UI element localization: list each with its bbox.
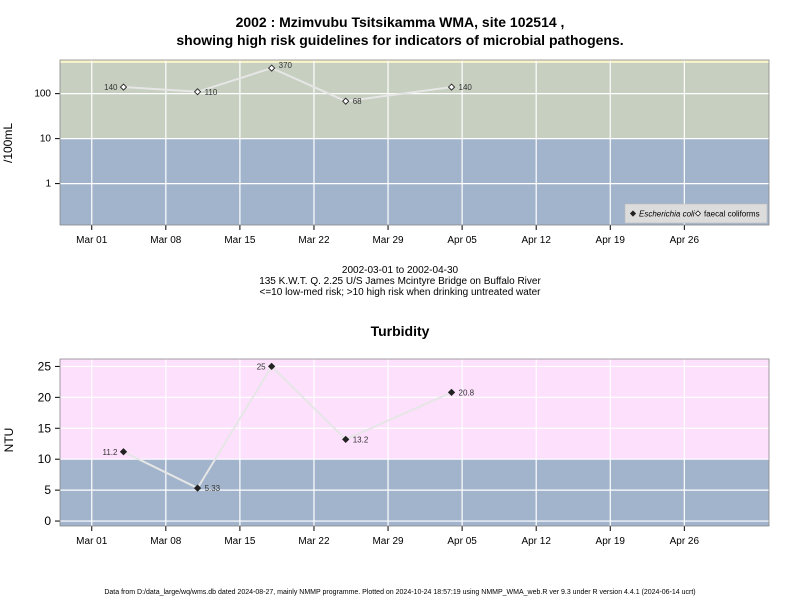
- microbial-band-1: [60, 63, 769, 139]
- chart-title-line2: showing high risk guidelines for indicat…: [176, 32, 624, 48]
- turbidity-xtick-label-2: Mar 15: [224, 536, 256, 547]
- microbial-xtick-label-3: Mar 22: [298, 235, 330, 246]
- microbial-xtick-label-7: Apr 19: [596, 235, 626, 246]
- microbial-xtick-label-5: Apr 05: [447, 235, 477, 246]
- turbidity-data-label-1: 5.33: [205, 484, 221, 493]
- microbial-xtick-label-4: Mar 29: [372, 235, 404, 246]
- footer-note: Data from D:/data_large/wq/wms.db dated …: [104, 589, 696, 596]
- microbial-point-2: [268, 64, 276, 72]
- turbidity-point-4: [447, 388, 456, 397]
- microbial-xtick-label-8: Apr 26: [670, 235, 700, 246]
- microbial-point-0: [119, 83, 128, 91]
- turbidity-ytick-label-3: 15: [38, 421, 52, 435]
- y-axis-label-turbidity: NTU: [2, 427, 16, 453]
- caption-risk: <=10 low-med risk; >10 high risk when dr…: [259, 287, 541, 298]
- turbidity-xtick-label-1: Mar 08: [150, 536, 182, 547]
- caption-site: 135 K.W.T. Q. 2.25 U/S James Mcintyre Br…: [259, 276, 541, 287]
- turbidity-ytick-label-1: 5: [44, 483, 51, 497]
- turbidity-point-1: [193, 484, 202, 492]
- turbidity-xtick-label-3: Mar 22: [298, 536, 330, 547]
- turbidity-band-0: [60, 459, 769, 526]
- microbial-ytick-label-0: 1: [45, 179, 51, 190]
- microbial-ytick-label-2: 100: [34, 89, 51, 100]
- turbidity-ytick-label-4: 20: [38, 390, 52, 404]
- turbidity-data-label-2: 25: [257, 362, 266, 371]
- microbial-point-1: [193, 88, 202, 96]
- microbial-legend-marker-1: [694, 210, 702, 217]
- chart-title-line1: 2002 : Mzimvubu Tsitsikamma WMA, site 10…: [235, 14, 565, 30]
- turbidity-plot-frame: [59, 358, 770, 527]
- turbidity-ytick-label-5: 25: [38, 359, 52, 373]
- microbial-data-label-2: 370: [279, 61, 293, 70]
- turbidity-xtick-label-0: Mar 01: [76, 536, 108, 547]
- turbidity-point-3: [342, 435, 350, 444]
- microbial-data-label-0: 140: [104, 83, 118, 92]
- turbidity-xtick-label-6: Apr 12: [521, 536, 551, 547]
- microbial-ytick-label-1: 10: [40, 134, 52, 145]
- caption-date-range: 2002-03-01 to 2002-04-30: [341, 265, 459, 276]
- microbial-data-label-1: 110: [205, 88, 218, 97]
- microbial-xtick-label-0: Mar 01: [76, 235, 108, 246]
- microbial-plot-frame: [59, 59, 770, 226]
- turbidity-point-0: [119, 448, 128, 456]
- microbial-point-3: [342, 97, 350, 105]
- microbial-xtick-label-2: Mar 15: [224, 235, 256, 246]
- microbial-legend-label-1: faecal coliforms: [704, 210, 760, 219]
- microbial-xtick-label-1: Mar 08: [150, 235, 182, 246]
- microbial-band-2: [60, 60, 769, 64]
- microbial-legend-label-0: Escherichia coli: [639, 210, 695, 219]
- turbidity-xtick-label-8: Apr 26: [670, 536, 700, 547]
- turbidity-xtick-label-4: Mar 29: [372, 536, 404, 547]
- microbial-data-label-4: 140: [459, 83, 473, 92]
- turbidity-ytick-label-2: 10: [38, 452, 52, 466]
- turbidity-data-label-4: 20.8: [459, 388, 475, 397]
- microbial-xtick-label-6: Apr 12: [521, 235, 551, 246]
- turbidity-xtick-label-5: Apr 05: [447, 536, 477, 547]
- turbidity-ytick-label-0: 0: [44, 514, 51, 528]
- microbial-point-4: [447, 83, 456, 91]
- turbidity-title: Turbidity: [370, 323, 430, 339]
- turbidity-data-label-3: 13.2: [353, 435, 369, 444]
- turbidity-data-label-0: 11.2: [103, 448, 119, 457]
- turbidity-xtick-label-7: Apr 19: [596, 536, 626, 547]
- turbidity-point-2: [268, 362, 276, 371]
- microbial-data-label-3: 68: [353, 97, 362, 106]
- microbial-legend-marker-0: [629, 210, 637, 217]
